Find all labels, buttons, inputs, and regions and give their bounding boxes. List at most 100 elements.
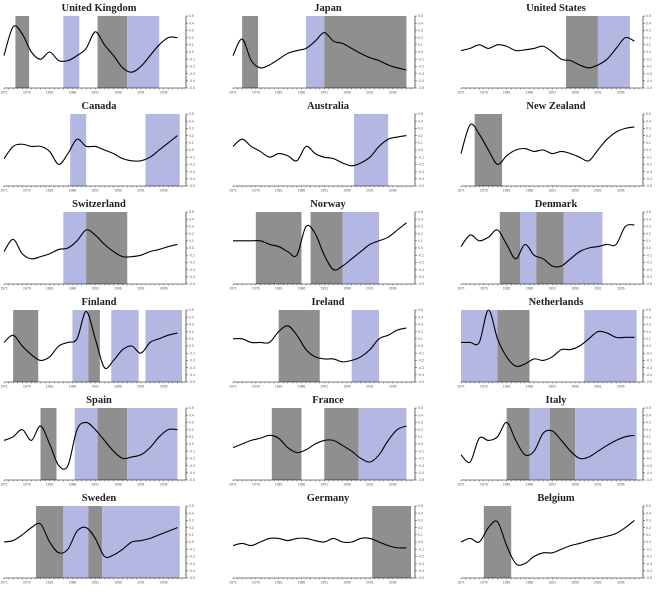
y-tick-label: 0.3 — [189, 225, 194, 229]
y-tick-label: 0.0 — [646, 540, 651, 544]
y-tick-label: 0.4 — [646, 217, 651, 221]
y-tick-label: 0.4 — [189, 119, 194, 123]
y-tick-label: 0.4 — [418, 217, 423, 221]
x-tick-label: 1996 — [114, 385, 122, 389]
line-chart-svg: 0.5 0.4 0.3 0.2 0.1 0.0 -0.1 -0.2 -0.3 -0.4 -0.5 19… — [457, 14, 652, 95]
y-tick-label: -0.2 — [418, 457, 424, 461]
x-tick-label: 2006 — [617, 385, 625, 389]
y-tick-label: -0.3 — [418, 464, 424, 468]
x-tick-label: 1976 — [23, 581, 31, 585]
y-tick-label: 0.3 — [189, 323, 194, 327]
y-tick-label: -0.3 — [189, 268, 195, 272]
chart-panel: Sweden 0.5 0.4 0.3 0.2 0.1 0.0 -0.1 -0.2 -0.3 -0.4… — [0, 492, 210, 590]
chart-title: Australia — [307, 101, 349, 112]
y-tick-label: 0.5 — [189, 308, 194, 312]
chart-title: Germany — [306, 493, 350, 504]
x-tick-label: 1976 — [480, 91, 488, 95]
shaded-band-dark — [40, 408, 57, 480]
y-tick-label: 0.1 — [418, 141, 423, 145]
y-tick-label: 0.5 — [189, 504, 194, 508]
x-tick-label: 1991 — [321, 581, 329, 585]
shaded-band-light — [520, 212, 537, 284]
y-tick-label: 0.1 — [418, 43, 423, 47]
y-tick-label: -0.2 — [189, 555, 195, 559]
y-tick-label: 0.3 — [189, 29, 194, 33]
y-tick-label: 0.5 — [646, 406, 651, 410]
x-tick-label: 2006 — [617, 483, 625, 487]
chart-panel: Italy 0.5 0.4 0.3 0.2 0.1 0.0 -0.1 -0.2 -0.3 -0.4 -… — [457, 394, 667, 492]
x-tick-label: 1996 — [343, 581, 351, 585]
y-tick-label: -0.4 — [418, 373, 424, 377]
y-tick-label: -0.2 — [418, 359, 424, 363]
y-tick-label: 0.2 — [189, 134, 194, 138]
chart-panel: Belgium 0.5 0.4 0.3 0.2 0.1 0.0 -0.1 -0.2 -0.3 -0.… — [457, 492, 667, 590]
y-tick-label: -0.4 — [646, 569, 652, 573]
y-tick-label: 0.4 — [418, 21, 423, 25]
y-tick-label: -0.3 — [646, 366, 652, 370]
shaded-band-dark — [278, 310, 320, 382]
shaded-band-light — [111, 310, 139, 382]
shaded-band-dark — [536, 212, 564, 284]
y-tick-label: 0.2 — [646, 428, 651, 432]
y-tick-label: 0.0 — [646, 148, 651, 152]
line-chart-svg: 0.5 0.4 0.3 0.2 0.1 0.0 -0.1 -0.2 -0.3 -0.4 -0.5 19… — [229, 406, 424, 486]
x-tick-label: 1996 — [571, 189, 579, 193]
x-tick-label: 1976 — [480, 287, 488, 291]
y-tick-label: -0.1 — [418, 155, 424, 159]
series-line — [460, 519, 635, 566]
y-tick-label: -0.5 — [189, 576, 195, 580]
x-tick-label: 1986 — [69, 287, 77, 291]
shaded-band-dark — [88, 506, 103, 578]
y-tick-label: 0.5 — [418, 14, 423, 18]
x-tick-label: 2001 — [594, 287, 602, 291]
x-tick-label: 2006 — [389, 91, 397, 95]
x-tick-label: 1971 — [457, 189, 465, 193]
x-tick-label: 1981 — [275, 385, 283, 389]
line-chart-svg: 0.5 0.4 0.3 0.2 0.1 0.0 -0.1 -0.2 -0.3 -0.4 -0.5 19… — [0, 308, 195, 389]
y-tick-label: 0.2 — [189, 330, 194, 334]
x-tick-label: 1991 — [321, 287, 329, 291]
x-tick-label: 1971 — [457, 385, 465, 389]
y-tick-label: 0.0 — [189, 50, 194, 54]
x-tick-label: 1981 — [46, 483, 54, 487]
x-tick-label: 2001 — [137, 189, 145, 193]
y-tick-label: 0.1 — [189, 239, 194, 243]
shaded-band-light — [63, 16, 80, 88]
y-tick-label: 0.0 — [418, 50, 423, 54]
x-tick-label: 1996 — [571, 91, 579, 95]
x-tick-label: 2001 — [137, 91, 145, 95]
x-tick-label: 2001 — [594, 581, 602, 585]
line-chart-svg: 0.5 0.4 0.3 0.2 0.1 0.0 -0.1 -0.2 -0.3 -0.4 -0.5 19… — [457, 112, 652, 193]
line-chart-svg: 0.5 0.4 0.3 0.2 0.1 0.0 -0.1 -0.2 -0.3 -0.4 -0.5 19… — [229, 112, 424, 192]
y-tick-label: -0.5 — [646, 282, 652, 286]
x-tick-label: 1981 — [503, 581, 511, 585]
y-tick-label: -0.5 — [418, 380, 424, 384]
x-tick-label: 1996 — [114, 189, 122, 193]
shaded-band-dark — [86, 212, 128, 284]
x-tick-label: 2006 — [160, 91, 168, 95]
line-chart-svg: 0.5 0.4 0.3 0.2 0.1 0.0 -0.1 -0.2 -0.3 -0.4 -0.5 19… — [0, 406, 195, 487]
x-tick-label: 1986 — [526, 91, 534, 95]
y-tick-label: -0.4 — [646, 373, 652, 377]
y-tick-label: 0.2 — [418, 134, 423, 138]
x-tick-label: 2006 — [389, 287, 397, 291]
series-line — [3, 421, 178, 470]
line-chart-svg: 0.5 0.4 0.3 0.2 0.1 0.0 -0.1 -0.2 -0.3 -0.4 -0.5 19… — [457, 504, 652, 585]
shaded-band-dark — [15, 16, 30, 88]
x-tick-label: 1976 — [480, 483, 488, 487]
y-tick-label: 0.4 — [418, 315, 423, 319]
series-line — [3, 135, 178, 165]
chart-panel: Finland 0.5 0.4 0.3 0.2 0.1 0.0 -0.1 -0.2 -0.3 -0.… — [0, 296, 210, 394]
shaded-band-light — [127, 16, 160, 88]
y-tick-label: 0.3 — [646, 323, 651, 327]
y-tick-label: 0.3 — [646, 225, 651, 229]
x-tick-label: 2001 — [594, 91, 602, 95]
x-tick-label: 1971 — [229, 385, 237, 389]
x-tick-label: 2006 — [160, 189, 168, 193]
x-tick-label: 1991 — [549, 581, 557, 585]
x-tick-label: 1986 — [298, 581, 306, 585]
x-tick-label: 1981 — [503, 91, 511, 95]
y-tick-label: 0.0 — [646, 344, 651, 348]
y-tick-label: 0.4 — [418, 511, 423, 515]
y-tick-label: -0.1 — [418, 253, 424, 257]
